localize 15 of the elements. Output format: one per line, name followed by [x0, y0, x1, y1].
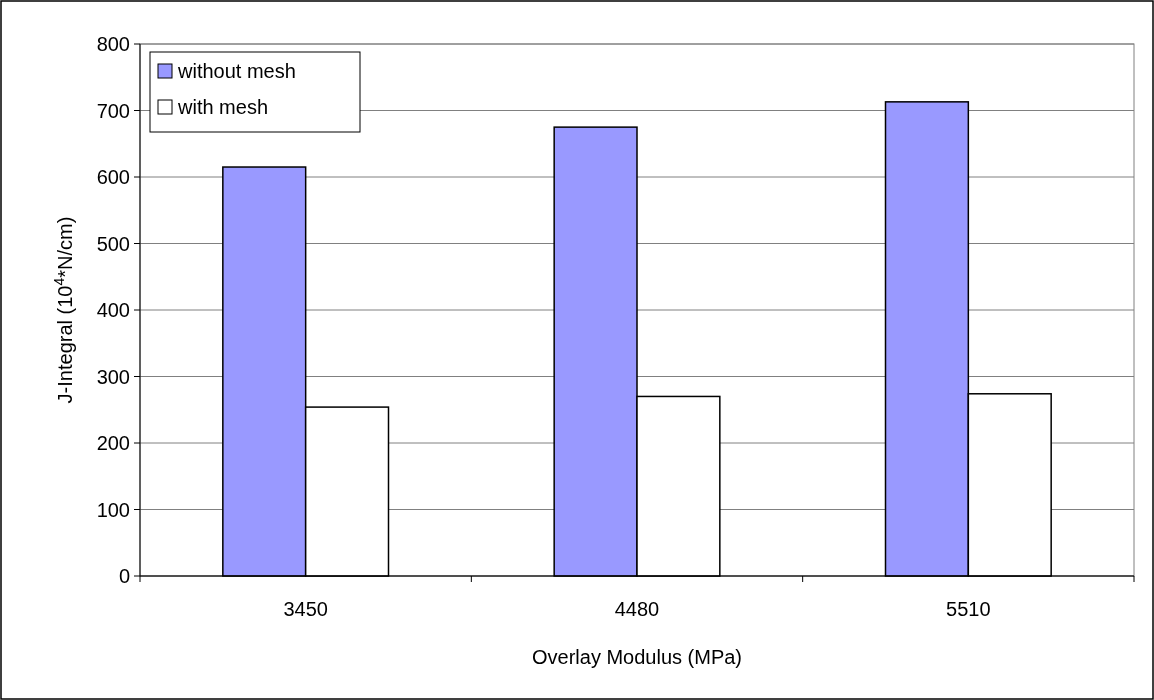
x-axis-title: Overlay Modulus (MPa) [531, 646, 743, 668]
x-tick-label: 5510 [946, 598, 991, 620]
x-tick-label: 4480 [614, 598, 660, 620]
y-tick-label: 600 [96, 166, 130, 188]
y-tick-label: 800 [96, 33, 130, 55]
y-tick-label: 700 [96, 99, 130, 122]
legend-label: without mesh [177, 60, 296, 82]
y-tick-label: 100 [96, 498, 130, 521]
y-tick-label: 300 [96, 365, 130, 388]
y-tick-label: 200 [96, 432, 130, 454]
y-tick-label: 400 [96, 299, 130, 321]
legend-label: with mesh [177, 96, 269, 118]
y-tick-label: 0 [118, 565, 130, 587]
y-tick-label: 500 [96, 232, 130, 255]
x-tick-label: 3450 [283, 598, 328, 620]
